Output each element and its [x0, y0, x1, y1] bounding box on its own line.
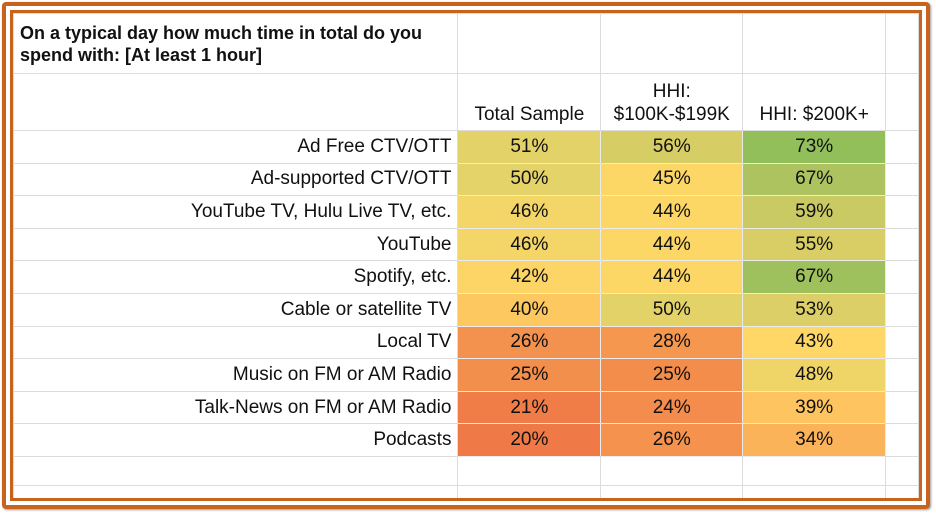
column-header: Total Sample: [457, 73, 602, 131]
spreadsheet: On a typical day how much time in total …: [13, 13, 919, 498]
row-label: YouTube: [13, 227, 459, 262]
heatmap-table: On a typical day how much time in total …: [13, 13, 919, 498]
heatmap-cell: 21%: [457, 390, 602, 425]
heatmap-cell: 45%: [600, 162, 744, 197]
heatmap-cell: 55%: [742, 227, 887, 262]
heatmap-cell: 67%: [742, 162, 887, 197]
row-label: YouTube TV, Hulu Live TV, etc.: [13, 195, 459, 229]
outer-frame: [2, 2, 930, 509]
heatmap-cell: 34%: [742, 423, 887, 457]
heatmap-cell: 67%: [742, 260, 887, 294]
table-row: YouTube 46% 44% 55%: [13, 227, 919, 262]
heatmap-cell: 44%: [600, 260, 744, 294]
heatmap-cell: 25%: [600, 358, 744, 392]
heatmap-cell: 50%: [600, 292, 744, 327]
inner-frame: [10, 10, 922, 501]
heatmap-cell: 59%: [742, 195, 887, 229]
heatmap-cell: 26%: [457, 325, 602, 360]
table-title: On a typical day how much time in total …: [13, 13, 459, 74]
heatmap-cell: 56%: [600, 130, 744, 164]
column-header: HHI: $100K-$199K: [600, 73, 744, 131]
column-header: HHI: $200K+: [742, 73, 887, 131]
heatmap-cell: 48%: [742, 358, 887, 392]
heatmap-cell: 44%: [600, 195, 744, 229]
table-row: Ad-supported CTV/OTT 50% 45% 67%: [13, 162, 919, 197]
row-label: Music on FM or AM Radio: [13, 358, 459, 392]
heatmap-cell: 28%: [600, 325, 744, 360]
heatmap-cell: 39%: [742, 390, 887, 425]
table-row: Ad Free CTV/OTT 51% 56% 73%: [13, 130, 919, 164]
row-label: Ad-supported CTV/OTT: [13, 162, 459, 197]
row-label: Local TV: [13, 325, 459, 360]
heatmap-cell: 46%: [457, 195, 602, 229]
heatmap-cell: 44%: [600, 227, 744, 262]
row-label: Cable or satellite TV: [13, 292, 459, 327]
table-row: Cable or satellite TV 40% 50% 53%: [13, 292, 919, 327]
heatmap-cell: 24%: [600, 390, 744, 425]
heatmap-cell: 40%: [457, 292, 602, 327]
heatmap-cell: 43%: [742, 325, 887, 360]
row-label: Spotify, etc.: [13, 260, 459, 294]
row-label: Talk-News on FM or AM Radio: [13, 390, 459, 425]
heatmap-cell: 42%: [457, 260, 602, 294]
heatmap-cell: 46%: [457, 227, 602, 262]
table-row: Spotify, etc. 42% 44% 67%: [13, 260, 919, 294]
heatmap-cell: 50%: [457, 162, 602, 197]
heatmap-cell: 25%: [457, 358, 602, 392]
row-label: Podcasts: [13, 423, 459, 457]
heatmap-cell: 20%: [457, 423, 602, 457]
heatmap-cell: 26%: [600, 423, 744, 457]
table-row: YouTube TV, Hulu Live TV, etc. 46% 44% 59%: [13, 195, 919, 229]
table-row: Music on FM or AM Radio 25% 25% 48%: [13, 358, 919, 392]
table-row: Podcasts 20% 26% 34%: [13, 423, 919, 457]
heatmap-cell: 73%: [742, 130, 887, 164]
row-label: Ad Free CTV/OTT: [13, 130, 459, 164]
table-row: Local TV 26% 28% 43%: [13, 325, 919, 360]
table-row: Talk-News on FM or AM Radio 21% 24% 39%: [13, 390, 919, 425]
heatmap-cell: 53%: [742, 292, 887, 327]
heatmap-cell: 51%: [457, 130, 602, 164]
